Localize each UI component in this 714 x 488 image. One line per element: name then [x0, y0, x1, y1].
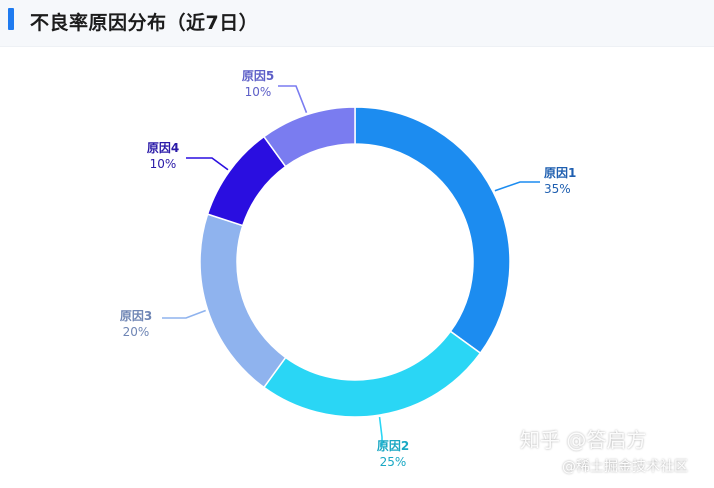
slice-label-1: 原因1: [544, 165, 576, 180]
donut-slice-1: [354, 106, 511, 355]
donut-slice-5: [262, 106, 356, 168]
donut-slice-2: [262, 330, 482, 418]
slice-value-label-1: 35%: [544, 182, 571, 196]
slice-leader-line-5: [278, 85, 308, 113]
slice-label-4: 原因4: [147, 140, 179, 155]
slice-value-label-4: 10%: [150, 157, 177, 171]
panel-header: 不良率原因分布（近7日）: [0, 0, 714, 47]
slice-leader-line-3: [162, 309, 206, 319]
slice-value-label-3: 20%: [123, 325, 150, 339]
slice-value-label-2: 25%: [380, 455, 407, 469]
slice-leader-line-2: [378, 416, 383, 446]
slice-leader-line-4: [186, 157, 229, 171]
slice-label-3: 原因3: [120, 308, 152, 323]
watermark-main: 知乎 @答启方: [520, 428, 647, 452]
donut-slice-3: [199, 213, 287, 389]
slice-label-2: 原因2: [377, 438, 409, 453]
slice-leader-line-1: [494, 181, 540, 192]
title-accent-bar: [8, 8, 14, 30]
chart-title: 不良率原因分布（近7日）: [30, 12, 259, 34]
slice-value-label-5: 10%: [245, 85, 272, 99]
slice-label-5: 原因5: [242, 68, 274, 83]
watermark-sub: @稀土掘金技术社区: [562, 459, 688, 475]
